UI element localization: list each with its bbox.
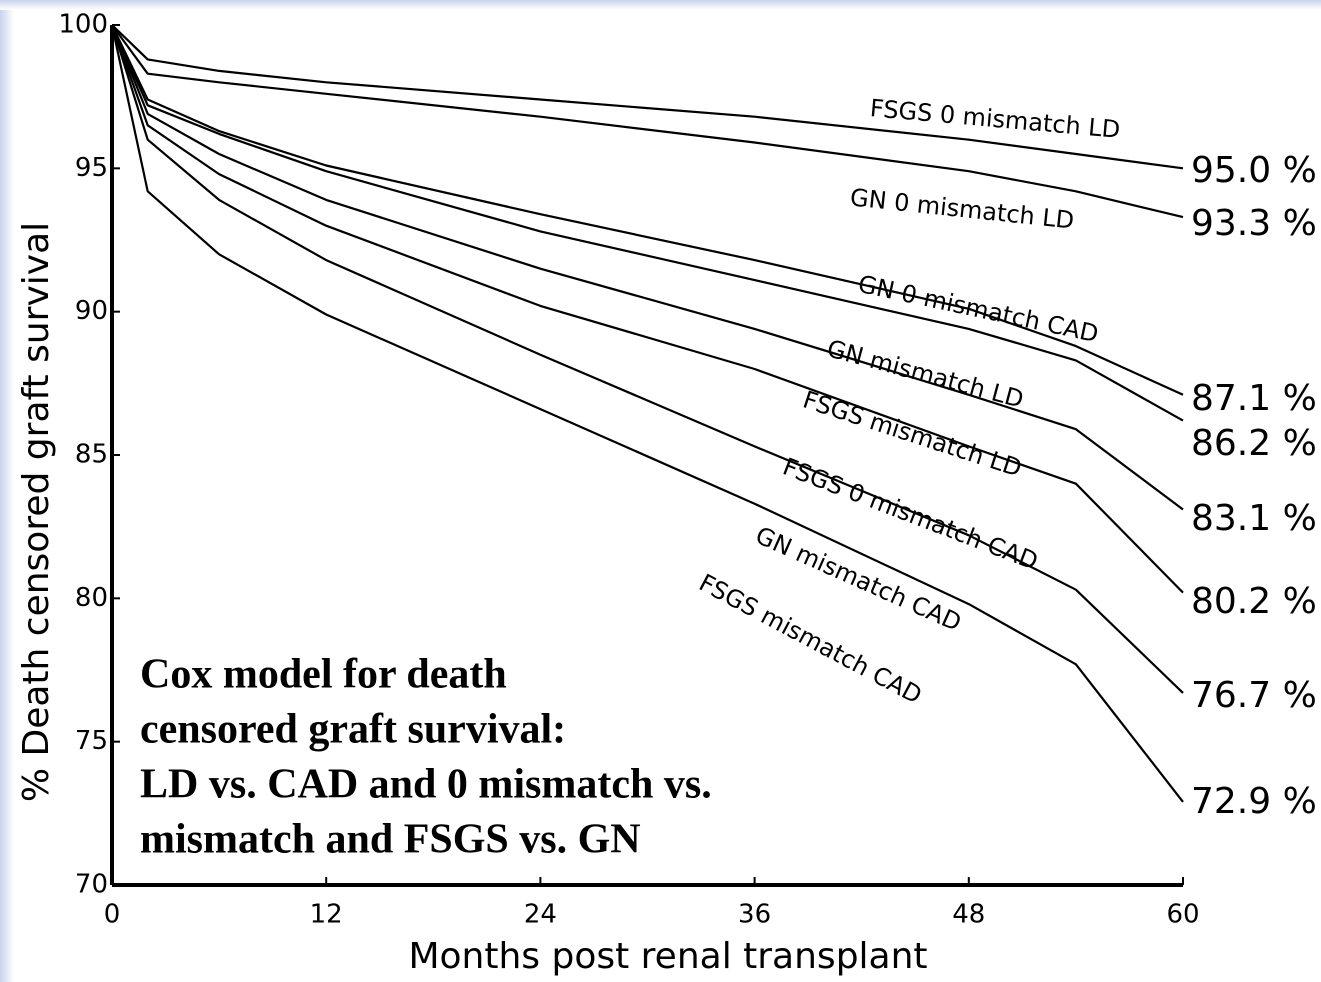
- end-value-label: 93.3 %: [1191, 203, 1317, 244]
- y-tick-label: 70: [75, 870, 108, 900]
- x-tick-label: 12: [310, 900, 343, 930]
- survival-curve: [110, 24, 1184, 511]
- x-tick-label: 36: [738, 900, 771, 930]
- annotation: censored graft survival:: [140, 707, 566, 753]
- end-value-label: 95.0 %: [1191, 150, 1317, 191]
- survival-curve: [110, 24, 1184, 803]
- y-tick-label: 75: [75, 726, 108, 756]
- survival-curve: [111, 24, 1184, 170]
- end-value-label: 86.2 %: [1191, 423, 1317, 464]
- x-tick-label: 0: [104, 900, 121, 930]
- frame-edge: [0, 0, 1321, 10]
- annotation: Cox model for death: [140, 652, 507, 698]
- survival-curve: [110, 24, 1184, 422]
- x-tick-label: 60: [1166, 900, 1199, 930]
- y-tick-label: 100: [58, 10, 108, 40]
- survival-curve: [111, 24, 1184, 396]
- survival-curve: [111, 24, 1184, 219]
- end-value-label: 72.9 %: [1191, 781, 1317, 822]
- end-value-label: 83.1 %: [1191, 498, 1317, 539]
- end-value-label: 76.7 %: [1191, 675, 1317, 716]
- y-tick-label: 90: [75, 296, 108, 326]
- survival-curve: [110, 24, 1184, 694]
- end-value-label: 87.1 %: [1191, 378, 1317, 419]
- x-tick-label: 24: [524, 900, 557, 930]
- annotation: mismatch and FSGS vs. GN: [140, 817, 641, 863]
- end-value-label: 80.2 %: [1191, 581, 1317, 622]
- y-tick-label: 85: [75, 440, 108, 470]
- frame-edge: [0, 0, 14, 982]
- y-axis-title: % Death censored graft survival: [16, 222, 57, 802]
- x-tick-label: 48: [952, 900, 985, 930]
- x-axis-title: Months post renal transplant: [408, 936, 927, 977]
- annotation: LD vs. CAD and 0 mismatch vs.: [140, 762, 712, 808]
- y-tick-label: 80: [75, 583, 108, 613]
- y-tick-label: 95: [75, 153, 108, 183]
- survival-curve: [110, 24, 1184, 594]
